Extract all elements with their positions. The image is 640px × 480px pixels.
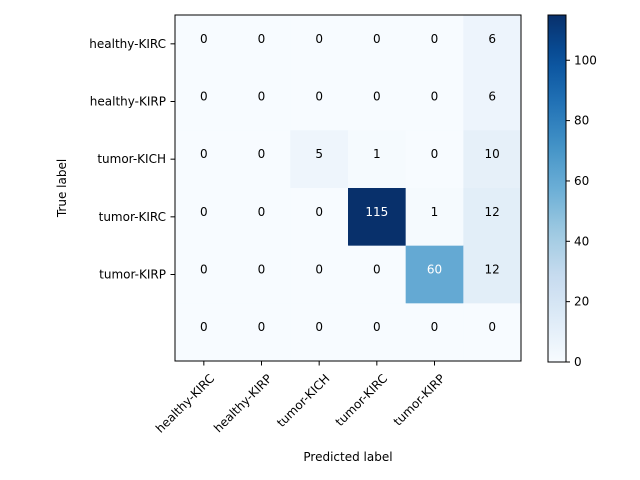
cell-value-label: 1 bbox=[431, 205, 439, 219]
heatmap-cell bbox=[405, 72, 464, 131]
colorbar-tick-label: 60 bbox=[574, 174, 589, 188]
heatmap-cell bbox=[232, 130, 291, 189]
heatmap-cell bbox=[348, 72, 407, 131]
colorbar-ticks: 0 20 40 60 80 100 bbox=[566, 53, 597, 369]
cell-value-label: 0 bbox=[258, 32, 266, 46]
heatmap-cell bbox=[463, 245, 522, 304]
cell-value-label: 6 bbox=[488, 32, 496, 46]
cell-value-label: 0 bbox=[373, 32, 381, 46]
colorbar bbox=[547, 14, 567, 363]
cell-value-label: 0 bbox=[315, 263, 323, 277]
heatmap-cell bbox=[175, 188, 234, 247]
heatmap-cell bbox=[290, 245, 349, 304]
heatmap-cell bbox=[232, 245, 291, 304]
heatmap-cell bbox=[348, 188, 407, 247]
x-tick-label: tumor-KICH bbox=[274, 371, 332, 429]
cell-value-label: 0 bbox=[258, 320, 266, 334]
heatmap-cell bbox=[175, 303, 234, 362]
heatmap-cell bbox=[348, 130, 407, 189]
cell-value-label: 0 bbox=[200, 205, 208, 219]
heatmap-cell bbox=[463, 130, 522, 189]
heatmap-cell bbox=[232, 303, 291, 362]
cell-value-label: 0 bbox=[200, 147, 208, 161]
heatmap-cell bbox=[290, 72, 349, 131]
cell-value-label: 5 bbox=[315, 147, 323, 161]
x-tick-label: tumor-KIRP bbox=[391, 371, 448, 428]
heatmap-cell bbox=[232, 188, 291, 247]
colorbar-tick-label: 100 bbox=[574, 53, 597, 67]
heatmap-cell bbox=[405, 303, 464, 362]
heatmap-cell bbox=[290, 303, 349, 362]
heatmap-cell bbox=[175, 245, 234, 304]
cell-value-label: 0 bbox=[373, 90, 381, 104]
cell-value-label: 0 bbox=[373, 320, 381, 334]
x-tick-label: healthy-KIRP bbox=[211, 371, 275, 435]
cell-value-label: 0 bbox=[258, 263, 266, 277]
cell-value-label: 60 bbox=[427, 263, 442, 277]
cell-value-label: 0 bbox=[431, 320, 439, 334]
colorbar-tick-label: 20 bbox=[574, 295, 589, 309]
cell-value-label: 0 bbox=[373, 263, 381, 277]
heatmap-cell bbox=[463, 15, 522, 74]
heatmap-cell bbox=[463, 188, 522, 247]
cell-value-label: 12 bbox=[485, 205, 500, 219]
colorbar-tick-label: 0 bbox=[574, 355, 582, 369]
y-tick-label: healthy-KIRP bbox=[90, 95, 166, 109]
heatmap-cell bbox=[290, 15, 349, 74]
cell-value-label: 0 bbox=[258, 205, 266, 219]
cell-value-label: 6 bbox=[488, 90, 496, 104]
colorbar-tick-label: 40 bbox=[574, 234, 589, 248]
heatmap-cell bbox=[348, 245, 407, 304]
cell-value-label: 0 bbox=[258, 147, 266, 161]
cell-value-label: 0 bbox=[315, 320, 323, 334]
heatmap-cell bbox=[232, 72, 291, 131]
heatmap-cell bbox=[405, 245, 464, 304]
cell-value-label: 0 bbox=[200, 320, 208, 334]
cell-value-label: 12 bbox=[485, 263, 500, 277]
cell-value-label: 0 bbox=[431, 147, 439, 161]
heatmap-cell bbox=[348, 15, 407, 74]
cell-value-label: 10 bbox=[485, 147, 500, 161]
cell-value-label: 0 bbox=[200, 263, 208, 277]
cell-value-label: 1 bbox=[373, 147, 381, 161]
heatmap-cell bbox=[175, 130, 234, 189]
heatmap-cell bbox=[405, 130, 464, 189]
plot-frame bbox=[174, 14, 522, 362]
y-tick-label: tumor-KIRC bbox=[99, 210, 166, 224]
colorbar-tick-label: 80 bbox=[574, 114, 589, 128]
cell-value-label: 0 bbox=[258, 90, 266, 104]
y-tick-label: tumor-KICH bbox=[97, 152, 166, 166]
heatmap-cell bbox=[232, 15, 291, 74]
cell-value-label: 0 bbox=[431, 32, 439, 46]
cell-value-label: 115 bbox=[365, 205, 388, 219]
heatmap-cells: 0 0 0 0 0 60 0 0 0 0 60 0 5 1 0 100 0 0 115 1 120 0 0 0 60 120 0 0 0… bbox=[175, 15, 522, 362]
heatmap-cell bbox=[463, 72, 522, 131]
heatmap-cell bbox=[290, 130, 349, 189]
x-tick-label: tumor-KIRC bbox=[333, 371, 391, 429]
cell-value-label: 0 bbox=[488, 320, 496, 334]
y-axis-title: True label bbox=[55, 159, 69, 218]
heatmap-cell bbox=[405, 188, 464, 247]
y-axis-ticks: healthy-KIRC healthy-KIRP tumor-KICH tumor-… bbox=[89, 37, 175, 282]
heatmap-cell bbox=[175, 15, 234, 74]
heatmap-cell bbox=[348, 303, 407, 362]
y-tick-label: healthy-KIRC bbox=[89, 37, 166, 51]
x-tick-label: healthy-KIRC bbox=[153, 371, 217, 435]
cell-value-label: 0 bbox=[200, 32, 208, 46]
cell-value-label: 0 bbox=[315, 90, 323, 104]
x-axis-title: Predicted label bbox=[303, 450, 392, 464]
heatmap-cell bbox=[405, 15, 464, 74]
heatmap-cell bbox=[175, 72, 234, 131]
cell-value-label: 0 bbox=[315, 205, 323, 219]
heatmap-cell bbox=[463, 303, 522, 362]
cell-value-label: 0 bbox=[315, 32, 323, 46]
heatmap-cell bbox=[290, 188, 349, 247]
cell-value-label: 0 bbox=[200, 90, 208, 104]
cell-value-label: 0 bbox=[431, 90, 439, 104]
y-tick-label: tumor-KIRP bbox=[99, 268, 166, 282]
